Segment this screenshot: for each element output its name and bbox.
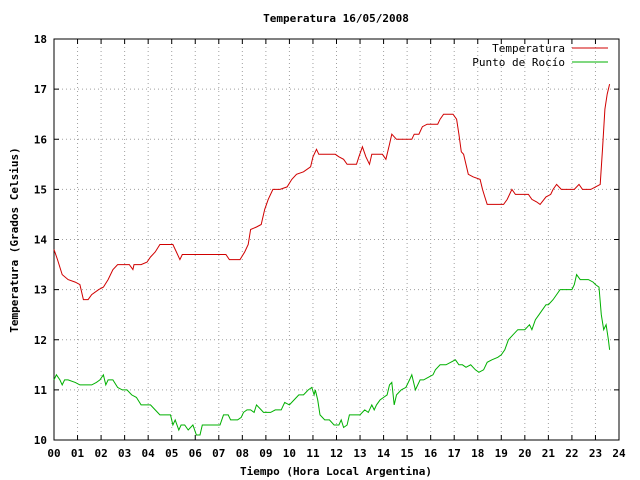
y-tick-label: 10	[34, 434, 47, 447]
x-tick-label: 22	[565, 447, 578, 460]
x-tick-label: 23	[589, 447, 602, 460]
x-tick-label: 17	[448, 447, 461, 460]
x-tick-label: 09	[259, 447, 272, 460]
series-layer	[53, 83, 611, 436]
y-tick-label: 17	[34, 83, 47, 96]
x-tick-label: 02	[94, 447, 107, 460]
x-tick-label: 18	[471, 447, 484, 460]
x-tick-label: 03	[118, 447, 131, 460]
x-tick-label: 12	[330, 447, 343, 460]
y-axis-label: Temperatura (Grados Celsius)	[8, 147, 21, 332]
x-tick-label: 07	[212, 447, 225, 460]
chart-title: Temperatura 16/05/2008	[263, 12, 409, 25]
y-tick-label: 16	[34, 133, 48, 146]
x-tick-label: 10	[283, 447, 296, 460]
x-tick-label: 15	[401, 447, 414, 460]
y-tick-label: 12	[34, 334, 47, 347]
temperatura-line	[53, 83, 611, 301]
legend-label-punto-de-rocio: Punto de Rocío	[472, 56, 565, 69]
x-tick-label: 04	[142, 447, 156, 460]
x-tick-label: 24	[612, 447, 626, 460]
x-tick-label: 21	[542, 447, 556, 460]
x-tick-label: 00	[47, 447, 60, 460]
x-tick-label: 19	[495, 447, 508, 460]
grid	[54, 39, 619, 440]
x-axis-label: Tiempo (Hora Local Argentina)	[240, 465, 432, 478]
x-tick-label: 08	[236, 447, 249, 460]
x-tick-label: 05	[165, 447, 178, 460]
axis-ticks: 00 01 02 03 04 05 06 07 08 09 10 11 12 13 14 15 16 17 18 19…	[34, 33, 626, 460]
x-tick-label: 13	[353, 447, 366, 460]
y-tick-label: 14	[34, 234, 48, 247]
y-tick-label: 11	[34, 384, 48, 397]
x-tick-label: 11	[306, 447, 320, 460]
legend-label-temperatura: Temperatura	[492, 42, 565, 55]
x-tick-label: 01	[71, 447, 85, 460]
y-tick-label: 18	[34, 33, 47, 46]
x-tick-label: 14	[377, 447, 391, 460]
x-tick-label: 16	[424, 447, 438, 460]
punto-de-rocio-line	[53, 273, 611, 436]
legend: Temperatura Punto de Rocío	[472, 42, 608, 69]
y-tick-label: 13	[34, 284, 47, 297]
y-tick-label: 15	[34, 183, 47, 196]
x-tick-label: 20	[518, 447, 531, 460]
x-tick-label: 06	[189, 447, 203, 460]
